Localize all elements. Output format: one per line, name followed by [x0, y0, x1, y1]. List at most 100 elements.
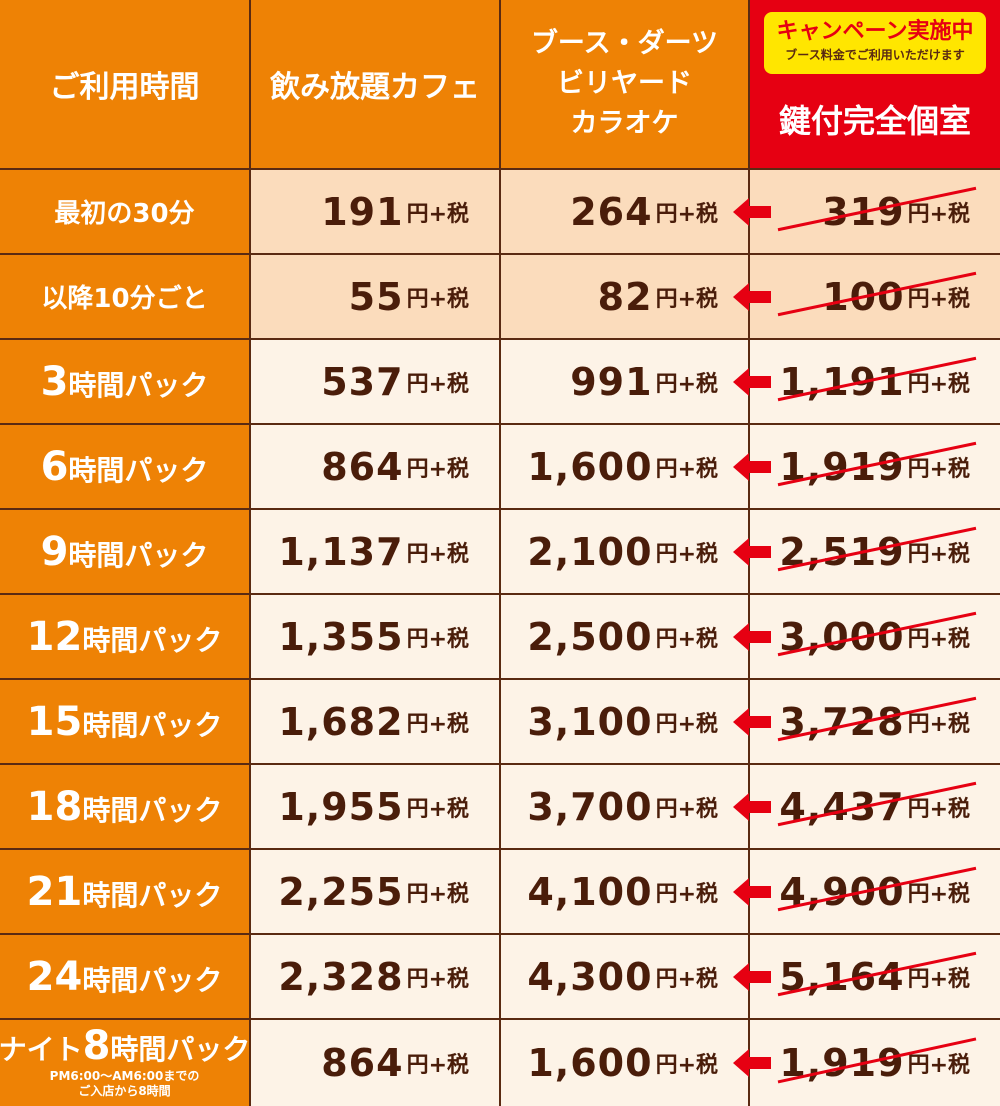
- left-arrow-icon: [733, 197, 771, 226]
- price-unit: 円+税: [907, 371, 970, 397]
- price-value-booth: 991: [570, 359, 653, 404]
- price-cell-booth: 2,100 円+税: [501, 510, 748, 593]
- row-label-text: 最初の30分: [54, 199, 195, 229]
- header-booth-line-3: カラオケ: [570, 108, 679, 139]
- row-label-main: 21時間パック: [27, 869, 223, 915]
- campaign-title: キャンペーン実施中: [776, 19, 974, 44]
- left-arrow-icon: [733, 367, 771, 396]
- price-cell-private: 3,728 円+税: [750, 680, 1000, 763]
- price-unit: 円+税: [907, 541, 970, 567]
- row-label-main: 6時間パック: [41, 444, 209, 490]
- row-label-main: 以降10分ごと: [41, 278, 207, 315]
- price-cell-cafe: 1,137 円+税: [251, 510, 499, 593]
- price-cell-booth: 1,600 円+税: [501, 1020, 748, 1106]
- price-value-booth: 1,600: [527, 444, 653, 489]
- row-label-main: 15時間パック: [27, 699, 223, 745]
- price-unit: 円+税: [655, 626, 718, 652]
- row-label: 3時間パック: [0, 340, 249, 423]
- price-unit: 円+税: [406, 966, 469, 992]
- row-label-number: 12: [26, 613, 83, 660]
- left-arrow-icon: [733, 537, 771, 566]
- price-cell-cafe: 1,955 円+税: [251, 765, 499, 848]
- price-cell-booth: 82 円+税: [501, 255, 748, 338]
- left-arrow-icon: [733, 707, 771, 736]
- price-value-cafe: 1,355: [278, 614, 404, 659]
- price-value-cafe: 1,682: [278, 699, 404, 744]
- price-unit: 円+税: [406, 371, 469, 397]
- price-cell-cafe: 1,682 円+税: [251, 680, 499, 763]
- row-label-main: 24時間パック: [27, 954, 223, 1000]
- row-label: 9時間パック: [0, 510, 249, 593]
- price-unit: 円+税: [655, 966, 718, 992]
- price-cell-booth: 1,600 円+税: [501, 425, 748, 508]
- strikethrough-line: [777, 526, 977, 572]
- price-cell-cafe: 191 円+税: [251, 170, 499, 253]
- price-value-cafe: 537: [321, 359, 404, 404]
- row-label-prefix: ナイト: [0, 1033, 83, 1066]
- price-unit: 円+税: [655, 456, 718, 482]
- row-label: 12時間パック: [0, 595, 249, 678]
- row-label-text: 以降10分ごと: [41, 284, 208, 314]
- row-label-text: 時間パック: [82, 793, 223, 827]
- price-unit: 円+税: [406, 796, 469, 822]
- price-value-cafe: 1,137: [278, 529, 404, 574]
- campaign-subtitle: ブース料金でご利用いただけます: [785, 48, 965, 62]
- row-label-text: 時間パック: [82, 623, 223, 657]
- left-arrow-icon: [733, 792, 771, 821]
- left-arrow-icon: [733, 962, 771, 991]
- price-cell-private: 1,919 円+税: [750, 1020, 1000, 1106]
- header-booth-line-2: ビリヤード: [557, 68, 692, 99]
- price-unit: 円+税: [907, 626, 970, 652]
- left-arrow-icon: [733, 877, 771, 906]
- left-arrow-icon: [733, 282, 771, 311]
- row-label-number: 9: [40, 528, 69, 575]
- row-label: 21時間パック: [0, 850, 249, 933]
- row-label-number: 24: [26, 953, 83, 1000]
- row-label-text: 時間パック: [82, 878, 223, 912]
- price-unit: 円+税: [406, 456, 469, 482]
- price-unit: 円+税: [406, 541, 469, 567]
- price-unit: 円+税: [406, 881, 469, 907]
- header-cafe: 飲み放題カフェ: [251, 0, 499, 168]
- strikethrough-line: [777, 1037, 977, 1084]
- row-label-main: 18時間パック: [27, 784, 223, 830]
- price-value-cafe: 55: [348, 274, 404, 319]
- strikethrough-line: [777, 696, 977, 742]
- price-unit: 円+税: [655, 796, 718, 822]
- price-unit: 円+税: [907, 881, 970, 907]
- header-cafe-label: 飲み放題カフェ: [270, 70, 480, 105]
- row-label-main: ナイト8時間パック: [0, 1023, 250, 1069]
- price-value-booth: 1,600: [527, 1041, 653, 1085]
- price-unit: 円+税: [907, 796, 970, 822]
- price-cell-private: 3,000 円+税: [750, 595, 1000, 678]
- price-value-cafe: 1,955: [278, 784, 404, 829]
- strikethrough-line: [777, 866, 977, 912]
- price-unit: 円+税: [907, 966, 970, 992]
- price-cell-private: 2,519 円+税: [750, 510, 1000, 593]
- price-unit: 円+税: [406, 286, 469, 312]
- price-cell-booth: 3,700 円+税: [501, 765, 748, 848]
- price-cell-booth: 264 円+税: [501, 170, 748, 253]
- strikethrough-line: [777, 441, 977, 487]
- price-value-booth: 3,700: [527, 784, 653, 829]
- row-label-main: 9時間パック: [41, 529, 209, 575]
- row-label-note: ご入店から8時間: [78, 1084, 171, 1098]
- row-label-text: 時間パック: [68, 453, 209, 487]
- price-value-booth: 4,300: [527, 954, 653, 999]
- row-label-text: 時間パック: [68, 368, 209, 402]
- header-time-label: ご利用時間: [49, 70, 200, 105]
- row-label-number: 6: [40, 443, 69, 490]
- campaign-badge: キャンペーン実施中 ブース料金でご利用いただけます: [764, 12, 986, 74]
- strikethrough-line: [777, 951, 977, 997]
- row-label-number: 15: [26, 698, 83, 745]
- left-arrow-icon: [733, 1049, 771, 1077]
- row-label-number: 18: [26, 783, 83, 830]
- left-arrow-icon: [733, 622, 771, 651]
- price-value-booth: 82: [597, 274, 653, 319]
- left-arrow-icon: [733, 452, 771, 481]
- header-booth-line-1: ブース・ダーツ: [530, 28, 719, 59]
- price-cell-cafe: 2,328 円+税: [251, 935, 499, 1018]
- price-unit: 円+税: [406, 1053, 469, 1078]
